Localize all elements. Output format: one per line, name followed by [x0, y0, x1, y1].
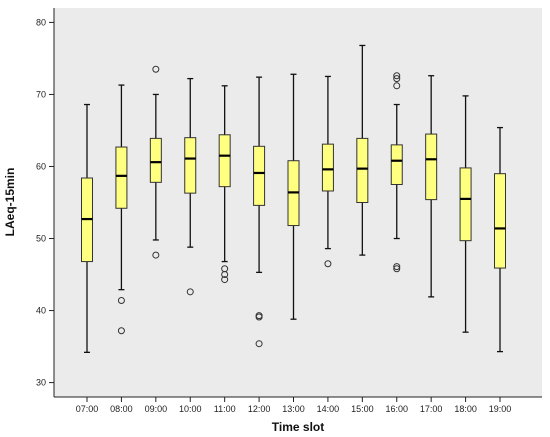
outlier-point: [255, 313, 263, 321]
iqr-box: [218, 134, 231, 188]
x-tick-label: 12:00: [248, 404, 271, 414]
outlier-point: [393, 263, 401, 271]
x-tick-label: 13:00: [282, 404, 305, 414]
y-tick-label: 70: [36, 89, 46, 99]
x-axis-title: Time slot: [272, 420, 324, 434]
box-16:00: [390, 72, 403, 273]
x-tick-label: 10:00: [179, 404, 202, 414]
box-15:00: [356, 44, 369, 256]
x-axis: 07:00 08:00 09:00 10:00 11:00 12:00 13:00 14:00…: [54, 396, 542, 414]
box-13:00: [287, 73, 300, 320]
y-tick-label: 50: [36, 234, 46, 244]
x-tick-label: 15:00: [351, 404, 374, 414]
box-12:00: [253, 76, 266, 348]
outlier-point: [117, 327, 125, 335]
box-07:00: [81, 103, 93, 353]
box-10:00: [184, 77, 197, 296]
outlier-point: [152, 65, 160, 73]
iqr-box: [184, 137, 197, 194]
outlier-point: [393, 72, 401, 80]
y-tick-label: 60: [36, 161, 46, 171]
y-tick-label: 80: [36, 17, 46, 27]
iqr-box: [494, 173, 506, 269]
x-tick-label: 11:00: [214, 404, 236, 414]
outlier-point: [221, 271, 229, 279]
box-17:00: [425, 75, 438, 298]
box-11:00: [218, 85, 231, 284]
outlier-point: [324, 260, 332, 268]
outlier-point: [393, 265, 401, 273]
x-tick-label: 07:00: [76, 404, 99, 414]
x-tick-label: 19:00: [489, 404, 512, 414]
boxes-group: [81, 44, 506, 353]
x-tick-label: 16:00: [385, 404, 408, 414]
y-tick-label: 40: [36, 306, 46, 316]
x-tick-label: 08:00: [110, 404, 133, 414]
iqr-box: [149, 137, 162, 183]
x-tick-label: 17:00: [420, 404, 443, 414]
outlier-point: [221, 276, 229, 284]
iqr-box: [253, 145, 266, 206]
x-tick-label: 18:00: [454, 404, 477, 414]
box-19:00: [494, 126, 506, 353]
iqr-box: [321, 143, 334, 192]
box-08:00: [115, 84, 128, 335]
y-tick-label: 30: [36, 378, 46, 388]
outlier-point: [393, 75, 401, 83]
x-tick-label: 09:00: [145, 404, 168, 414]
iqr-box: [115, 146, 128, 209]
iqr-box: [459, 167, 472, 242]
y-axis: 30 40 50 60 70 80: [36, 8, 55, 397]
outlier-point: [117, 296, 125, 304]
outlier-point: [186, 288, 194, 296]
box-14:00: [321, 75, 334, 268]
outlier-point: [255, 340, 263, 348]
box-09:00: [149, 65, 162, 259]
outlier-point: [393, 82, 401, 90]
iqr-box: [425, 133, 438, 201]
iqr-box: [356, 137, 369, 203]
box-18:00: [459, 95, 472, 333]
iqr-box: [390, 144, 403, 185]
x-tick-label: 14:00: [317, 404, 340, 414]
y-axis-title: LAeq-15min: [3, 168, 17, 237]
outlier-point: [152, 251, 160, 259]
